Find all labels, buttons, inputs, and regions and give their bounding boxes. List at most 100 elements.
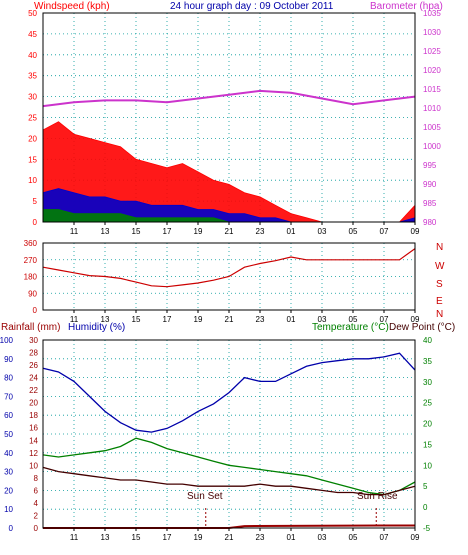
bottom-xtick-label-03: 03: [318, 533, 327, 542]
wind-xtick-label-01: 01: [287, 227, 296, 236]
wind-ytick-10: 10: [28, 176, 37, 185]
humidity-axis-title: Humidity (%): [68, 322, 125, 333]
humidity-ytick-10: 10: [4, 505, 13, 514]
temperature-axis-title: Temperature (°C): [312, 322, 389, 333]
rain-ytick-10: 10: [29, 461, 38, 470]
sun-rise-label: Sun Rise: [357, 491, 398, 502]
dir-xtick-label-13: 13: [101, 315, 110, 324]
dir-ytick-0: 0: [33, 306, 38, 315]
dir-xtick-label-07: 07: [380, 315, 389, 324]
barometer-ytick-990: 990: [423, 180, 437, 189]
wind-ytick-0: 0: [33, 218, 38, 227]
bottom-xtick-label-15: 15: [132, 533, 141, 542]
dir-ytick-180: 180: [24, 273, 38, 282]
wind-xtick-label-09: 09: [411, 227, 420, 236]
humidity-ytick-0: 0: [9, 524, 14, 533]
barometer-ytick-1010: 1010: [423, 104, 441, 113]
humidity-ytick-60: 60: [4, 411, 13, 420]
sun-set-label: Sun Set: [187, 491, 223, 502]
barometer-ytick-1000: 1000: [423, 142, 441, 151]
wind-xtick-label-07: 07: [380, 227, 389, 236]
wind-direction-line: [42, 248, 416, 288]
dir-xtick-label-21: 21: [225, 315, 234, 324]
dir-xtick-label-05: 05: [349, 315, 358, 324]
barometer-ytick-1020: 1020: [423, 66, 441, 75]
rain-ytick-12: 12: [29, 449, 38, 458]
rain-ytick-26: 26: [29, 361, 38, 370]
wind-ytick-35: 35: [28, 72, 37, 81]
humidity-ytick-100: 100: [0, 336, 14, 345]
direction-letter-n-bottom: N: [436, 309, 443, 320]
direction-letter-e: E: [436, 296, 443, 307]
wind-xtick-label-17: 17: [163, 227, 172, 236]
barometer-ytick-1030: 1030: [423, 28, 441, 37]
humidity-ytick-30: 30: [4, 468, 13, 477]
barometer-line: [42, 89, 416, 108]
bottom-xtick-label-01: 01: [287, 533, 296, 542]
wind-ytick-45: 45: [28, 30, 37, 39]
humidity-line: [42, 352, 416, 433]
dir-xtick-label-09: 09: [411, 315, 420, 324]
wind-xtick-label-23: 23: [256, 227, 265, 236]
rain-ytick-20: 20: [29, 399, 38, 408]
barometer-ytick-1015: 1015: [423, 85, 441, 94]
rain-ytick-30: 30: [29, 336, 38, 345]
dir-xtick-label-11: 11: [70, 315, 79, 324]
barometer-ytick-985: 985: [423, 199, 437, 208]
bottom-xtick-label-11: 11: [70, 533, 79, 542]
humidity-ytick-70: 70: [4, 392, 13, 401]
chart-title: 24 hour graph day : 09 October 2011: [170, 1, 334, 12]
rain-ytick-16: 16: [29, 424, 38, 433]
humidity-ytick-90: 90: [4, 355, 13, 364]
dir-ytick-90: 90: [28, 289, 37, 298]
temp-ytick-40: 40: [423, 336, 432, 345]
temp-ytick-10: 10: [423, 461, 432, 470]
dir-xtick-label-17: 17: [163, 315, 172, 324]
temp-ytick-25: 25: [423, 399, 432, 408]
direction-letter-w: W: [435, 261, 445, 272]
rain-ytick-18: 18: [29, 411, 38, 420]
dir-ytick-270: 270: [24, 256, 38, 265]
wind-xtick-label-03: 03: [318, 227, 327, 236]
dir-xtick-label-03: 03: [318, 315, 327, 324]
dewpoint-axis-title: Dew Point (°C): [389, 322, 455, 333]
barometer-ytick-980: 980: [423, 218, 437, 227]
dir-ytick-360: 360: [24, 239, 38, 248]
direction-letter-n-top: N: [436, 242, 443, 253]
temp-ytick--5: -5: [423, 524, 431, 533]
temp-ytick-5: 5: [423, 482, 428, 491]
bottom-xtick-label-23: 23: [256, 533, 265, 542]
dewpoint-line: [42, 466, 416, 496]
wind-xtick-label-11: 11: [70, 227, 79, 236]
humidity-ytick-80: 80: [4, 374, 13, 383]
dir-xtick-label-19: 19: [194, 315, 203, 324]
temp-ytick-15: 15: [423, 440, 432, 449]
temp-ytick-0: 0: [423, 503, 428, 512]
wind-ytick-5: 5: [33, 197, 38, 206]
barometer-ytick-1005: 1005: [423, 123, 441, 132]
wind-xtick-label-13: 13: [101, 227, 110, 236]
rain-ytick-24: 24: [29, 374, 38, 383]
rain-ytick-2: 2: [34, 511, 39, 520]
temp-ytick-20: 20: [423, 420, 432, 429]
bottom-xtick-label-21: 21: [225, 533, 234, 542]
humidity-ytick-40: 40: [4, 449, 13, 458]
temp-ytick-30: 30: [423, 378, 432, 387]
rain-ytick-28: 28: [29, 349, 38, 358]
rain-ytick-14: 14: [29, 436, 38, 445]
wind-ytick-25: 25: [28, 114, 37, 123]
bottom-xtick-label-07: 07: [380, 533, 389, 542]
rain-ytick-22: 22: [29, 386, 38, 395]
bottom-xtick-label-05: 05: [349, 533, 358, 542]
bottom-xtick-label-09: 09: [411, 533, 420, 542]
rain-ytick-6: 6: [34, 486, 39, 495]
wind-xtick-label-19: 19: [194, 227, 203, 236]
rainfall-axis-title: Rainfall (mm): [1, 322, 60, 333]
dir-xtick-label-01: 01: [287, 315, 296, 324]
direction-letter-s: S: [436, 279, 443, 290]
wind-xtick-label-15: 15: [132, 227, 141, 236]
wind-ytick-50: 50: [28, 9, 37, 18]
rain-ytick-0: 0: [34, 524, 39, 533]
bottom-xtick-label-13: 13: [101, 533, 110, 542]
